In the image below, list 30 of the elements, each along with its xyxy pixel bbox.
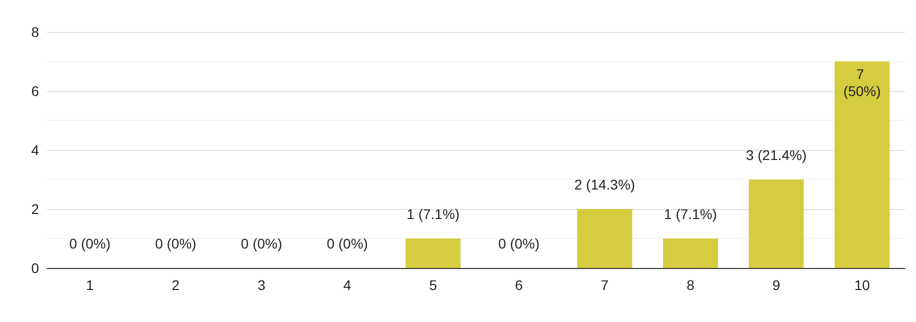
x-tick-label: 10 [854, 277, 870, 293]
bar [577, 209, 632, 268]
data-label: 1 (7.1%) [406, 206, 460, 222]
data-label: 0 (0%) [326, 236, 368, 252]
x-tick-label: 3 [258, 277, 266, 293]
x-tick-label: 1 [86, 277, 94, 293]
bar [406, 238, 461, 268]
bar [748, 180, 804, 268]
data-label: 2 (14.3%) [574, 176, 636, 192]
bar [834, 62, 890, 268]
y-tick-label: 6 [31, 83, 40, 99]
data-label: 0 (0%) [498, 236, 540, 252]
data-label: 1 (7.1%) [664, 206, 717, 222]
data-label: 3 (21.4%) [746, 147, 807, 163]
y-tick-label: 0 [31, 260, 40, 276]
data-label: 0 (0%) [240, 236, 282, 252]
x-tick-label: 5 [429, 277, 438, 293]
x-tick-label: 8 [686, 277, 695, 293]
y-tick-label: 4 [31, 142, 40, 158]
bar [663, 238, 718, 268]
data-label: 7 (50%) [843, 66, 881, 99]
y-tick-label: 8 [31, 24, 40, 40]
data-label: 0 (0%) [155, 236, 196, 252]
x-tick-label: 4 [343, 277, 352, 293]
x-tick-label: 9 [772, 277, 780, 293]
x-tick-label: 6 [515, 277, 523, 293]
y-tick-label: 2 [31, 201, 40, 217]
x-tick-label: 7 [600, 277, 609, 293]
x-tick-label: 2 [172, 277, 180, 293]
data-label: 0 (0%) [69, 236, 111, 252]
